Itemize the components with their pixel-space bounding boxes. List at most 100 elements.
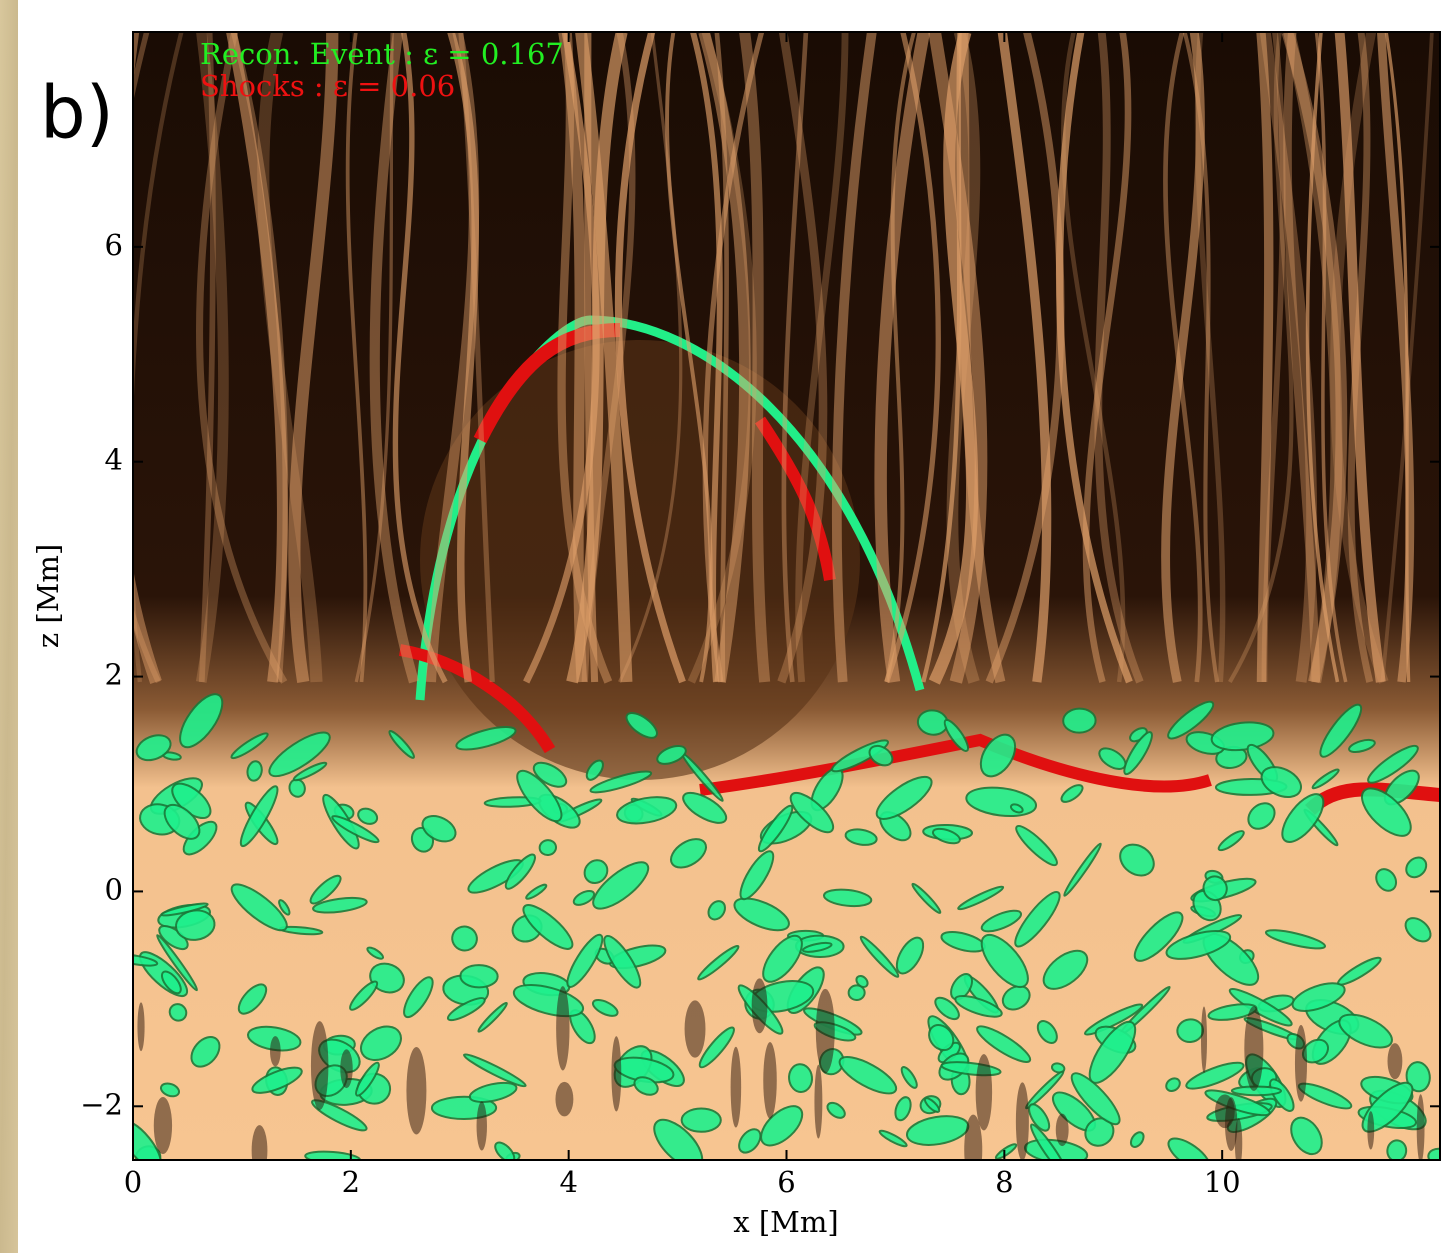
image-streak [1347, 32, 1374, 683]
image-blob [268, 731, 331, 778]
image-streak [1283, 32, 1321, 683]
image-streak [1334, 32, 1386, 683]
image-blob [494, 1141, 516, 1160]
image-blob [653, 1118, 704, 1160]
image-blob [894, 1096, 912, 1122]
image-blob [950, 973, 974, 1001]
image-blob [532, 761, 568, 788]
image-feature [755, 416, 836, 581]
image-blob [656, 745, 687, 765]
image-blob [980, 909, 1022, 933]
image-blob [591, 999, 619, 1017]
image-blob [168, 1003, 188, 1022]
image-blob [1405, 856, 1428, 879]
image-streak [702, 32, 765, 683]
image-blob [592, 861, 650, 910]
image-blob [1260, 766, 1302, 799]
x-tick-label: 2 [342, 1165, 360, 1199]
image-streak [558, 32, 588, 683]
image-blob [670, 838, 707, 869]
image-blob [611, 1036, 622, 1112]
image-blob [1290, 1116, 1323, 1156]
image-blob [976, 1025, 1032, 1063]
x-tick-label: 4 [559, 1165, 577, 1199]
image-blob [1088, 1020, 1137, 1084]
image-streak [447, 32, 480, 683]
image-blob [957, 885, 1005, 911]
image-streak [575, 32, 633, 683]
image-blob [625, 712, 658, 739]
image-streak [1055, 32, 1133, 684]
image-blob [566, 933, 604, 988]
image-blob [538, 839, 558, 857]
image-streak [997, 32, 1052, 683]
image-blob [589, 770, 653, 794]
image-streak [884, 32, 941, 683]
image-blob [1348, 738, 1376, 754]
image-blob [572, 889, 596, 906]
image-streak [1082, 32, 1132, 683]
image-streak [687, 32, 757, 684]
image-blob [1055, 1113, 1069, 1147]
image-blob [251, 1125, 268, 1160]
image-blob [859, 935, 900, 978]
x-tick-label: 10 [1204, 1165, 1241, 1199]
image-blob [682, 791, 728, 824]
image-blob [923, 1097, 941, 1113]
image-blob [1202, 875, 1228, 902]
image-feature [699, 733, 1212, 796]
image-blob [246, 760, 263, 782]
image-blob [455, 726, 517, 751]
image-blob [757, 804, 794, 853]
image-streak [1380, 32, 1434, 683]
image-streak [739, 32, 771, 683]
image-blob [733, 897, 790, 932]
image-blob [875, 775, 933, 820]
image-streak [1061, 32, 1126, 683]
image-blob [1217, 830, 1245, 852]
image-streak [958, 32, 1006, 684]
side-strip [0, 0, 18, 1253]
image-blob [1123, 731, 1153, 776]
image-streak [690, 32, 723, 683]
image-blob [331, 815, 380, 844]
image-blob [516, 769, 563, 823]
image-blob [1386, 1139, 1408, 1160]
image-blob [476, 1101, 487, 1151]
image-blob [1361, 1081, 1414, 1133]
image-blob [556, 986, 570, 1071]
image-blob [760, 1105, 804, 1147]
image-blob [1063, 842, 1102, 897]
legend-entry: Recon. Event : ε = 0.167 [200, 37, 564, 71]
image-blob [340, 1049, 353, 1089]
image-blob [931, 827, 961, 845]
image-blob [698, 1026, 735, 1069]
image-blob [1361, 787, 1412, 837]
image-streak [458, 32, 495, 683]
image-blob [230, 883, 288, 932]
image-blob [278, 899, 291, 916]
image-blob [304, 1150, 362, 1160]
image-blob [1405, 1061, 1431, 1093]
image-streak [1305, 32, 1340, 683]
x-axis-label: x [Mm] [733, 1205, 838, 1239]
image-blob [446, 997, 486, 1022]
image-blob [1042, 949, 1089, 990]
image-streak [614, 32, 686, 684]
image-blob [163, 803, 201, 840]
image-blob [1036, 1020, 1058, 1044]
image-blob [1167, 700, 1215, 740]
image-blob [1070, 1072, 1121, 1126]
image-blob [310, 1021, 329, 1110]
y-tick-label: 2 [105, 658, 123, 692]
image-blob [1264, 929, 1327, 950]
image-blob [1200, 1006, 1208, 1073]
image-blob [1291, 982, 1346, 1012]
image-blob [463, 1053, 527, 1088]
image-streak [392, 32, 448, 684]
image-blob [159, 1082, 181, 1098]
image-streak [1330, 32, 1389, 684]
image-blob [697, 944, 740, 981]
image-streak [777, 32, 828, 684]
